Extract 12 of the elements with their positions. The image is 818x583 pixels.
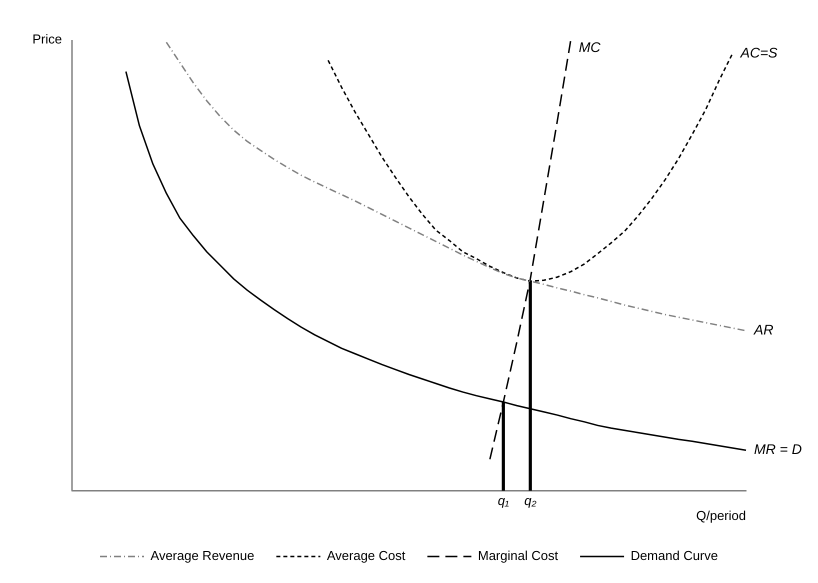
y-axis-title: Price	[32, 32, 62, 47]
legend-label: Demand Curve	[630, 548, 718, 564]
legend-label: Marginal Cost	[478, 548, 558, 564]
legend-label: Average Cost	[326, 548, 406, 564]
annotation: MC	[578, 38, 602, 55]
annotation: AC=S	[740, 44, 778, 60]
text: MR = D	[754, 441, 802, 458]
x-axis-title: Q/period	[696, 508, 746, 523]
x-tick-label: q₂	[524, 493, 536, 508]
text: AR	[753, 322, 774, 338]
x-tick-label: q₁	[498, 493, 510, 508]
legend-label: Average Revenue	[150, 548, 254, 564]
